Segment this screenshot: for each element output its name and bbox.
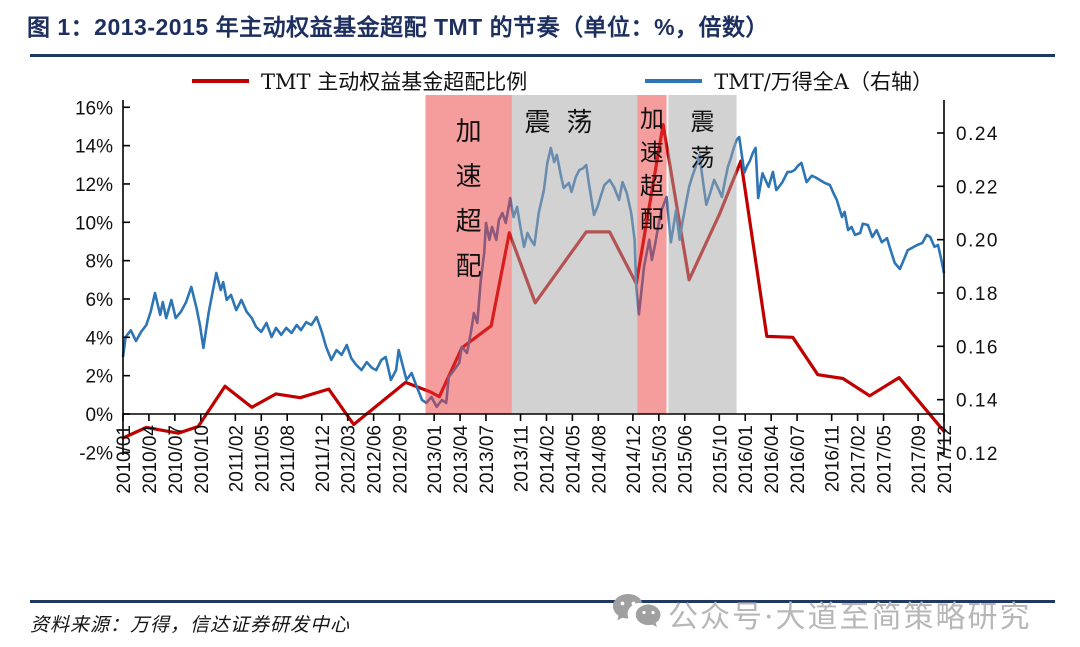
right-axis-label: 0.24 bbox=[956, 124, 999, 145]
legend-item-tmt-index: TMT/万得全A（右轴） bbox=[645, 66, 933, 96]
x-axis-label: 2015/06 bbox=[676, 425, 697, 494]
left-axis-label: 6% bbox=[86, 290, 114, 311]
watermark-text: 公众号·大道至简策略研究 bbox=[668, 600, 1032, 635]
watermark: 公众号·大道至简策略研究 bbox=[612, 592, 1032, 636]
x-axis-label: 2017/09 bbox=[909, 425, 930, 494]
x-axis-label: 2016/11 bbox=[823, 425, 844, 492]
x-axis-label: 2014/05 bbox=[563, 425, 584, 494]
figure-title: 图 1：2013-2015 年主动权益基金超配 TMT 的节奏（单位：%，倍数） bbox=[27, 14, 770, 40]
band-annotation: 超 bbox=[640, 172, 664, 200]
band-annotation: 速 bbox=[640, 139, 664, 167]
left-axis-label: -2% bbox=[79, 443, 113, 464]
legend-label: TMT 主动权益基金超配比例 bbox=[261, 70, 528, 94]
x-axis-label: 2014/12 bbox=[624, 425, 645, 494]
left-axis-label: 10% bbox=[75, 213, 113, 234]
left-axis-label: 2% bbox=[86, 367, 114, 388]
footer-divider bbox=[30, 600, 1055, 603]
band-1-accelerate-overweight bbox=[425, 95, 512, 414]
x-axis-label: 2015/10 bbox=[710, 425, 731, 494]
x-axis-label: 2016/04 bbox=[762, 425, 783, 494]
wechat-icon bbox=[613, 594, 661, 627]
x-axis-label: 2015/03 bbox=[650, 425, 671, 494]
x-axis-label: 2013/11 bbox=[512, 425, 533, 492]
band-annotation: 加 bbox=[640, 105, 664, 133]
x-axis-label: 2011/05 bbox=[252, 425, 273, 492]
legend-label: TMT/万得全A（右轴） bbox=[714, 70, 933, 94]
left-axis-label: 0% bbox=[86, 405, 114, 426]
x-axis-label: 2014/02 bbox=[537, 425, 558, 494]
band-annotation: 震 bbox=[690, 108, 714, 136]
left-axis-label: 14% bbox=[75, 137, 113, 158]
right-axis-label: 0.12 bbox=[956, 444, 999, 465]
source-note: 资料来源：万得，信达证券研发中心 bbox=[30, 614, 351, 636]
x-axis-label: 2017/02 bbox=[849, 425, 870, 494]
x-axis-label: 2016/01 bbox=[736, 425, 757, 494]
band-annotation: 配 bbox=[640, 206, 664, 234]
left-axis-label: 12% bbox=[75, 175, 113, 196]
title-divider bbox=[30, 54, 1055, 57]
band-2-oscillation bbox=[511, 95, 638, 414]
x-axis-label: 2012/09 bbox=[391, 425, 412, 494]
band-annotation: 超 bbox=[456, 207, 482, 237]
x-axis-label: 2013/07 bbox=[477, 425, 498, 494]
x-axis-label: 2011/12 bbox=[313, 425, 334, 492]
band-annotation: 加 bbox=[456, 117, 482, 147]
band-annotation: 速 bbox=[456, 162, 482, 192]
x-axis-label: 2011/08 bbox=[278, 425, 299, 492]
x-axis-label: 2017/05 bbox=[875, 425, 896, 494]
left-axis-label: 8% bbox=[86, 252, 114, 273]
left-axis-label: 4% bbox=[86, 328, 114, 349]
right-axis-label: 0.20 bbox=[956, 231, 999, 252]
x-axis-label: 2010/10 bbox=[192, 425, 213, 494]
right-axis-label: 0.18 bbox=[956, 284, 999, 305]
red-line-swatch bbox=[192, 79, 249, 83]
band-3-accelerate-overweight bbox=[637, 95, 667, 414]
x-axis-label: 2016/07 bbox=[788, 425, 809, 494]
band-4-oscillation bbox=[668, 95, 737, 414]
x-axis-label: 2012/03 bbox=[339, 425, 360, 494]
x-axis-label: 2013/01 bbox=[425, 425, 446, 494]
left-axis-label: 16% bbox=[75, 98, 113, 119]
right-axis-label: 0.22 bbox=[956, 177, 999, 198]
right-axis-label: 0.16 bbox=[956, 337, 999, 358]
legend-item-overweight-ratio: TMT 主动权益基金超配比例 bbox=[192, 66, 527, 96]
x-axis-label: 2010/01 bbox=[114, 425, 135, 494]
x-axis-label: 2012/06 bbox=[365, 425, 386, 494]
x-axis-label: 2010/07 bbox=[166, 425, 187, 494]
x-axis-label: 2010/04 bbox=[140, 425, 161, 494]
chart-legend: TMT 主动权益基金超配比例 TMT/万得全A（右轴） bbox=[192, 66, 933, 96]
x-axis-label: 2017/12 bbox=[935, 425, 956, 494]
right-axis-label: 0.14 bbox=[956, 391, 999, 412]
band-annotation: 荡 bbox=[690, 144, 714, 172]
x-axis-label: 2013/04 bbox=[451, 425, 472, 494]
x-axis-label: 2014/08 bbox=[589, 425, 610, 494]
x-axis-label: 2011/02 bbox=[226, 425, 247, 492]
band-annotation: 震荡 bbox=[525, 108, 609, 138]
blue-line-swatch bbox=[645, 79, 703, 83]
band-annotation: 配 bbox=[456, 252, 482, 282]
